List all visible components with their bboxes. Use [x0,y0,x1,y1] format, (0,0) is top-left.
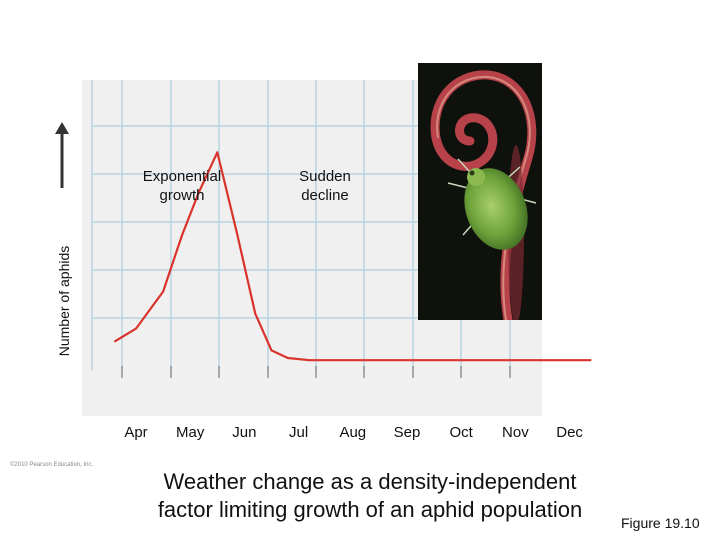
x-tick-label: Oct [450,424,474,441]
x-tick-labels: Apr May Jun Jul Aug Sep Oct Nov Dec [124,424,583,441]
x-tick-label: May [176,424,205,441]
x-tick-label: Sep [394,424,421,441]
aphid-photo [418,63,542,320]
annotation-exponential-growth: Exponential growth [142,168,222,204]
x-tick-label: Jun [232,424,256,441]
x-tick-label: Aug [339,424,366,441]
figure-caption: Weather change as a density-independent … [157,469,583,522]
aphid-count-line [113,151,592,362]
x-ticks [121,366,511,378]
x-tick-label: Jul [289,424,308,441]
annotation-sudden-decline: Sudden decline [299,168,351,204]
y-axis-arrow-head [55,122,69,134]
x-tick-label: Dec [556,424,583,441]
figure-number: Figure 19.10 [621,515,700,531]
copyright-notice: ©2010 Pearson Education, Inc. [10,462,94,468]
x-tick-label: Nov [502,424,529,441]
x-tick-label: Apr [124,424,147,441]
y-axis-label: Number of aphids [56,246,72,357]
